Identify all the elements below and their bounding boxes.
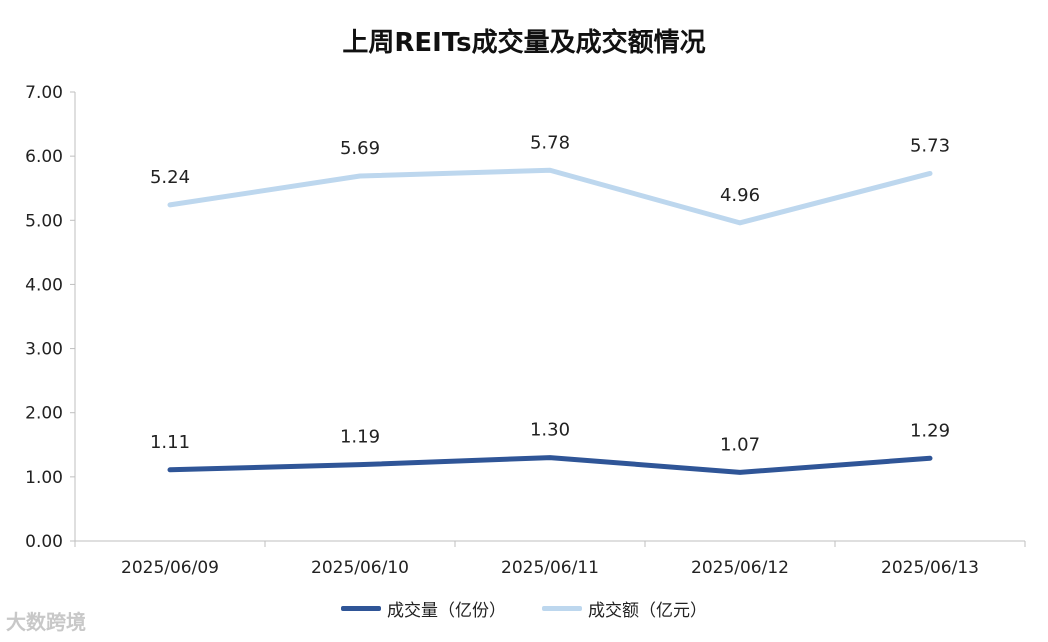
chart-title: 上周REITs成交量及成交额情况 <box>342 28 706 58</box>
legend-label-volume: 成交量（亿份） <box>387 601 506 621</box>
data-label: 1.11 <box>150 432 190 453</box>
x-tick-label: 2025/06/13 <box>881 558 979 578</box>
data-label: 1.19 <box>340 427 380 448</box>
y-tick-label: 2.00 <box>25 404 63 424</box>
chart-legend: 成交量（亿份） 成交额（亿元） <box>0 596 1048 621</box>
y-tick-label: 6.00 <box>25 147 63 167</box>
x-tick-label: 2025/06/11 <box>501 558 599 578</box>
x-tick-label: 2025/06/12 <box>691 558 789 578</box>
y-tick-label: 3.00 <box>25 340 63 360</box>
data-label: 5.69 <box>340 138 380 159</box>
y-tick-label: 1.00 <box>25 468 63 488</box>
y-tick-label: 0.00 <box>25 532 63 552</box>
data-label: 1.30 <box>530 420 570 441</box>
legend-label-turnover: 成交额（亿元） <box>588 601 707 621</box>
y-tick-label: 7.00 <box>25 83 63 103</box>
legend-swatch-volume <box>341 606 381 611</box>
data-label: 1.07 <box>720 434 760 455</box>
x-tick-label: 2025/06/09 <box>121 558 219 578</box>
legend-item-volume: 成交量（亿份） <box>341 596 506 621</box>
data-label: 4.96 <box>720 185 760 206</box>
legend-swatch-turnover <box>542 606 582 611</box>
data-label: 5.73 <box>910 135 950 156</box>
data-label: 5.78 <box>530 132 570 153</box>
legend-item-turnover: 成交额（亿元） <box>542 596 707 621</box>
data-label: 1.29 <box>910 420 950 441</box>
x-tick-label: 2025/06/10 <box>311 558 409 578</box>
series-line-0 <box>167 455 933 475</box>
watermark-logo: 大数跨境 <box>6 610 86 634</box>
data-label: 5.24 <box>150 167 190 188</box>
series-line-1 <box>167 167 933 226</box>
y-tick-label: 4.00 <box>25 275 63 295</box>
y-tick-label: 5.00 <box>25 211 63 231</box>
